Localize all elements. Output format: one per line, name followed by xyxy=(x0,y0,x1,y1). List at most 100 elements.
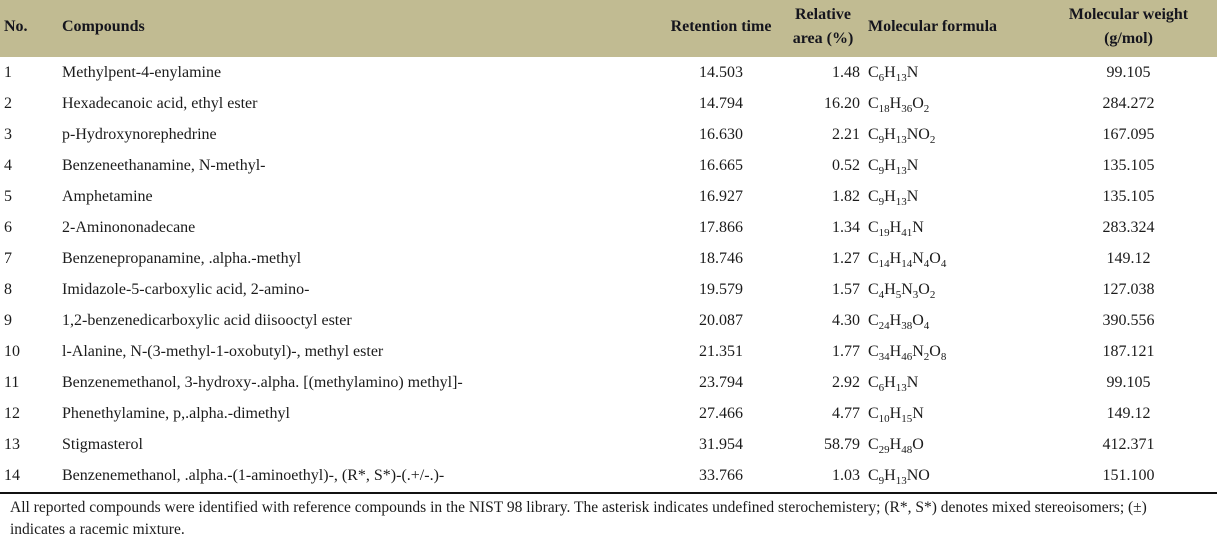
cell-molecular-weight: 99.105 xyxy=(1106,63,1151,81)
cell-compound-name: Benzeneethanamine, N-methyl- xyxy=(62,156,266,174)
cell-retention-time: 16.927 xyxy=(699,187,743,205)
cell-retention-time: 23.794 xyxy=(699,373,743,391)
cell-molecular-weight: 135.105 xyxy=(1102,187,1155,205)
cell-molecular-formula: C6H13N xyxy=(868,373,919,394)
cell-retention-time: 17.866 xyxy=(699,218,743,236)
cell-relative-area: 16.20 xyxy=(824,94,860,112)
cell-no: 1 xyxy=(4,63,12,81)
cell-retention-time: 14.794 xyxy=(699,94,743,112)
header-no: No. xyxy=(0,0,58,57)
cell-molecular-formula: C9H13NO2 xyxy=(868,125,936,146)
cell-retention-time: 20.087 xyxy=(699,311,743,329)
table-body: 1 Methylpent-4-enylamine 14.503 1.48 C6H… xyxy=(0,57,1217,491)
footnote-divider xyxy=(0,492,1217,494)
cell-compound-name: l-Alanine, N-(3-methyl-1-oxobutyl)-, met… xyxy=(62,342,384,360)
cell-compound-name: p-Hydroxynorephedrine xyxy=(62,125,217,143)
header-compounds: Compounds xyxy=(58,0,660,57)
cell-molecular-formula: C29H48O xyxy=(868,435,924,456)
cell-molecular-formula: C9H13N xyxy=(868,187,919,208)
table-row: 10 l-Alanine, N-(3-methyl-1-oxobutyl)-, … xyxy=(0,336,1217,367)
cell-no: 7 xyxy=(4,249,12,267)
header-row: No. Compounds Retention time Relative ar… xyxy=(0,0,1217,57)
cell-relative-area: 1.57 xyxy=(832,280,860,298)
cell-relative-area: 1.34 xyxy=(832,218,860,236)
header-relative-area: Relative area (%) xyxy=(782,0,864,57)
cell-compound-name: Imidazole-5-carboxylic acid, 2-amino- xyxy=(62,280,310,298)
cell-no: 13 xyxy=(4,435,20,453)
cell-relative-area: 1.82 xyxy=(832,187,860,205)
cell-relative-area: 1.27 xyxy=(832,249,860,267)
cell-compound-name: Hexadecanoic acid, ethyl ester xyxy=(62,94,258,112)
cell-molecular-weight: 151.100 xyxy=(1102,466,1155,484)
header-molecular-formula: Molecular formula xyxy=(864,0,1040,57)
table-row: 8 Imidazole-5-carboxylic acid, 2-amino- … xyxy=(0,274,1217,305)
cell-molecular-weight: 99.105 xyxy=(1106,373,1151,391)
cell-compound-name: Benzenemethanol, 3-hydroxy-.alpha. [(met… xyxy=(62,373,463,391)
cell-molecular-weight: 283.324 xyxy=(1102,218,1155,236)
cell-molecular-formula: C9H13N xyxy=(868,156,919,177)
cell-molecular-formula: C34H46N2O8 xyxy=(868,342,947,363)
cell-molecular-weight: 187.121 xyxy=(1102,342,1155,360)
cell-retention-time: 16.630 xyxy=(699,125,743,143)
cell-molecular-weight: 127.038 xyxy=(1102,280,1155,298)
cell-relative-area: 58.79 xyxy=(824,435,860,453)
cell-no: 5 xyxy=(4,187,12,205)
cell-molecular-weight: 412.371 xyxy=(1102,435,1155,453)
header-molecular-weight: Molecular weight (g/mol) xyxy=(1040,0,1217,57)
cell-molecular-weight: 284.272 xyxy=(1102,94,1155,112)
compound-table: No. Compounds Retention time Relative ar… xyxy=(0,0,1217,491)
cell-relative-area: 0.52 xyxy=(832,156,860,174)
cell-relative-area: 2.92 xyxy=(832,373,860,391)
cell-relative-area: 1.03 xyxy=(832,466,860,484)
cell-no: 11 xyxy=(4,373,20,391)
cell-no: 9 xyxy=(4,311,12,329)
cell-molecular-formula: C10H15N xyxy=(868,404,924,425)
cell-retention-time: 31.954 xyxy=(699,435,743,453)
cell-no: 4 xyxy=(4,156,12,174)
cell-no: 8 xyxy=(4,280,12,298)
table-footnote: All reported compounds were identified w… xyxy=(10,499,1147,538)
cell-no: 12 xyxy=(4,404,20,422)
cell-no: 6 xyxy=(4,218,12,236)
table-row: 13 Stigmasterol 31.954 58.79 C29H48O 412… xyxy=(0,429,1217,460)
table-row: 12 Phenethylamine, p,.alpha.-dimethyl 27… xyxy=(0,398,1217,429)
cell-retention-time: 19.579 xyxy=(699,280,743,298)
cell-no: 3 xyxy=(4,125,12,143)
cell-compound-name: 2-Aminononadecane xyxy=(62,218,196,236)
cell-retention-time: 33.766 xyxy=(699,466,743,484)
cell-molecular-weight: 149.12 xyxy=(1106,404,1151,422)
cell-compound-name: Phenethylamine, p,.alpha.-dimethyl xyxy=(62,404,290,422)
table-row: 2 Hexadecanoic acid, ethyl ester 14.794 … xyxy=(0,88,1217,119)
cell-compound-name: Benzenemethanol, .alpha.-(1-aminoethyl)-… xyxy=(62,466,445,484)
cell-molecular-weight: 390.556 xyxy=(1102,311,1155,329)
cell-relative-area: 2.21 xyxy=(832,125,860,143)
cell-retention-time: 16.665 xyxy=(699,156,743,174)
header-retention-time: Retention time xyxy=(660,0,782,57)
cell-no: 10 xyxy=(4,342,20,360)
cell-molecular-formula: C4H5N3O2 xyxy=(868,280,936,301)
cell-retention-time: 27.466 xyxy=(699,404,743,422)
cell-retention-time: 18.746 xyxy=(699,249,743,267)
cell-relative-area: 4.30 xyxy=(832,311,860,329)
cell-molecular-formula: C19H41N xyxy=(868,218,924,239)
cell-compound-name: Stigmasterol xyxy=(62,435,143,453)
table-row: 3 p-Hydroxynorephedrine 16.630 2.21 C9H1… xyxy=(0,119,1217,150)
table-row: 9 1,2-benzenedicarboxylic acid diisoocty… xyxy=(0,305,1217,336)
cell-relative-area: 1.77 xyxy=(832,342,860,360)
cell-compound-name: Benzenepropanamine, .alpha.-methyl xyxy=(62,249,302,267)
cell-compound-name: Amphetamine xyxy=(62,187,153,205)
cell-relative-area: 1.48 xyxy=(832,63,860,81)
cell-molecular-weight: 167.095 xyxy=(1102,125,1155,143)
table-row: 1 Methylpent-4-enylamine 14.503 1.48 C6H… xyxy=(0,57,1217,88)
table-row: 11 Benzenemethanol, 3-hydroxy-.alpha. [(… xyxy=(0,367,1217,398)
cell-molecular-formula: C6H13N xyxy=(868,63,919,84)
cell-relative-area: 4.77 xyxy=(832,404,860,422)
cell-compound-name: 1,2-benzenedicarboxylic acid diisooctyl … xyxy=(62,311,352,329)
table-row: 14 Benzenemethanol, .alpha.-(1-aminoethy… xyxy=(0,460,1217,491)
cell-no: 14 xyxy=(4,466,20,484)
cell-compound-name: Methylpent-4-enylamine xyxy=(62,63,222,81)
table-row: 5 Amphetamine 16.927 1.82 C9H13N 135.105 xyxy=(0,181,1217,212)
cell-molecular-formula: C24H38O4 xyxy=(868,311,930,332)
cell-no: 2 xyxy=(4,94,12,112)
